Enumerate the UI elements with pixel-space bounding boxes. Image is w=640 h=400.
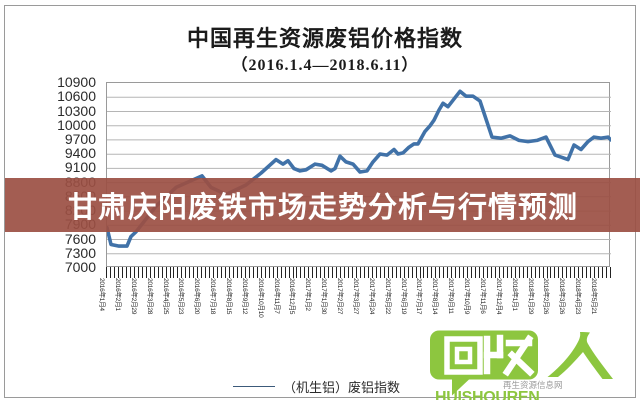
svg-text:HUISHOUREN: HUISHOUREN <box>435 389 540 400</box>
svg-text:再生资源信息网: 再生资源信息网 <box>503 380 563 390</box>
